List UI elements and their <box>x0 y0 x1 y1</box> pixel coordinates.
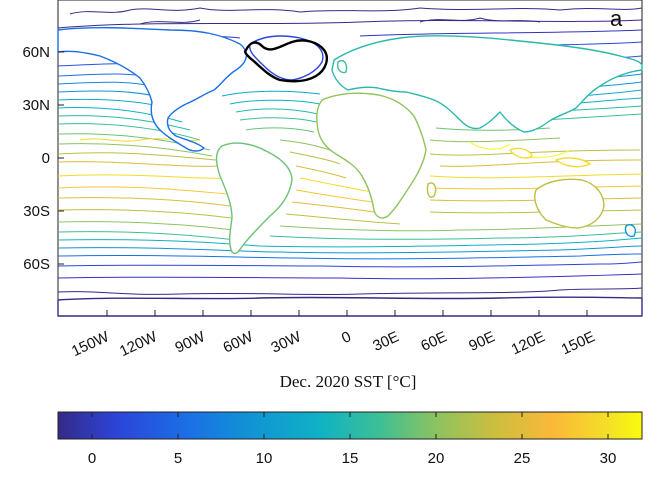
colorbar-tick-15: 15 <box>342 450 359 467</box>
x-tick-60e: 60E <box>418 328 449 355</box>
colorbar-tick-10: 10 <box>256 450 273 467</box>
x-tick-30e: 30E <box>370 328 401 355</box>
colorbar-tick-25: 25 <box>514 450 531 467</box>
antarctica <box>57 296 643 317</box>
colorbar-tick-0: 0 <box>88 450 96 467</box>
x-tick-90e: 90E <box>466 328 497 355</box>
colorbar-ticks <box>91 412 609 439</box>
x-tick-120w: 120W <box>117 328 160 360</box>
y-tick-30n: 30N <box>22 97 50 114</box>
y-tick-60n: 60N <box>22 44 50 61</box>
x-tick-150e: 150E <box>559 328 598 358</box>
eurasia <box>331 35 643 133</box>
north-america <box>57 27 247 152</box>
colorbar-tick-5: 5 <box>174 450 182 467</box>
x-tick-0: 0 <box>339 328 354 347</box>
x-tick-150w: 150W <box>69 328 112 360</box>
africa <box>316 92 427 219</box>
x-axis-label: Dec. 2020 SST [°C] <box>280 372 417 391</box>
land-masses <box>57 27 643 317</box>
x-tick-30w: 30W <box>269 328 305 357</box>
y-tick-0: 0 <box>42 150 50 167</box>
panel-label: a <box>610 6 623 31</box>
highlight-region-outline <box>244 39 328 83</box>
x-axis <box>106 310 588 316</box>
australia <box>534 178 605 229</box>
x-tick-60w: 60W <box>221 328 257 357</box>
colorbar-tick-20: 20 <box>428 450 445 467</box>
x-tick-90w: 90W <box>173 328 209 357</box>
y-tick-30s: 30S <box>23 203 50 220</box>
greenland <box>249 35 324 81</box>
colorbar-tick-30: 30 <box>600 450 617 467</box>
x-tick-120e: 120E <box>509 328 548 358</box>
south-america <box>215 142 293 255</box>
y-tick-60s: 60S <box>23 256 50 273</box>
y-axis <box>58 51 64 265</box>
